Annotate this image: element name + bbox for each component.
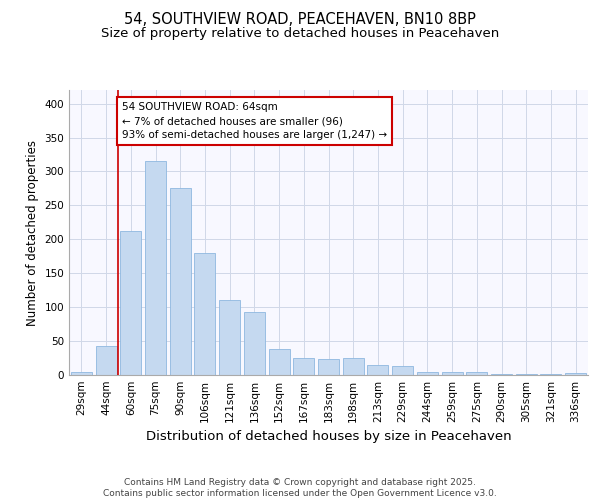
Bar (318, 358, 339, 375)
Text: 54 SOUTHVIEW ROAD: 64sqm
← 7% of detached houses are smaller (96)
93% of semi-de: 54 SOUTHVIEW ROAD: 64sqm ← 7% of detache… (122, 102, 387, 140)
Bar (516, 374, 537, 375)
Bar (417, 372, 438, 375)
Bar (170, 188, 191, 375)
Bar (293, 358, 314, 375)
Text: Size of property relative to detached houses in Peacehaven: Size of property relative to detached ho… (101, 26, 499, 40)
Bar (269, 349, 290, 375)
Bar (392, 366, 413, 375)
Bar (219, 300, 240, 375)
Bar (343, 358, 364, 375)
Bar (95, 346, 116, 375)
Bar (120, 231, 141, 375)
Bar (145, 161, 166, 375)
Bar (71, 372, 92, 375)
Bar (367, 365, 388, 375)
Bar (466, 372, 487, 375)
Bar (491, 374, 512, 375)
Bar (541, 374, 562, 375)
Y-axis label: Number of detached properties: Number of detached properties (26, 140, 39, 326)
Bar (565, 373, 586, 375)
Bar (442, 372, 463, 375)
Text: Contains HM Land Registry data © Crown copyright and database right 2025.
Contai: Contains HM Land Registry data © Crown c… (103, 478, 497, 498)
Bar (194, 253, 215, 375)
X-axis label: Distribution of detached houses by size in Peacehaven: Distribution of detached houses by size … (146, 430, 511, 444)
Bar (244, 312, 265, 375)
Text: 54, SOUTHVIEW ROAD, PEACEHAVEN, BN10 8BP: 54, SOUTHVIEW ROAD, PEACEHAVEN, BN10 8BP (124, 12, 476, 28)
